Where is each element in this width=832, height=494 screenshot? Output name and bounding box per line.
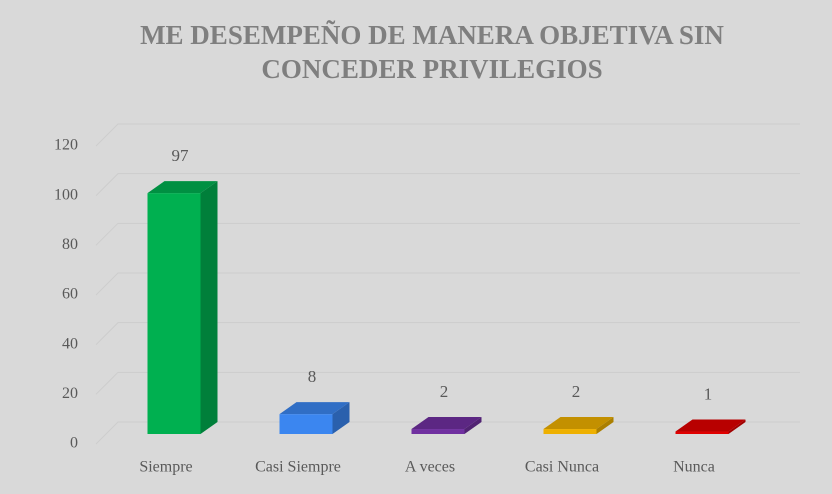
data-label: 1 [704,384,713,403]
data-label: 8 [308,367,317,386]
y-tick-label: 100 [54,186,78,203]
y-tick-label: 120 [54,137,78,154]
chart-title: ME DESEMPEÑO DE MANERA OBJETIVA SIN CONC… [140,20,724,84]
data-label: 2 [572,382,581,401]
bar [411,429,465,434]
x-tick-label: Casi Nunca [525,459,599,476]
data-label: 2 [440,382,449,401]
x-tick-label: Casi Siempre [255,459,341,476]
bar-top [675,419,746,432]
data-label: 97 [172,146,190,165]
grid-line [95,371,800,395]
y-tick-label: 40 [62,335,78,352]
bar-top [543,417,614,430]
bar-side [728,419,746,434]
bar [543,429,597,434]
x-tick-label: Siempre [139,459,192,476]
bar-top [147,181,218,194]
x-tick-label: Nunca [673,459,715,476]
bar [279,414,333,434]
y-tick-label: 20 [62,385,78,402]
grid-line [95,173,800,197]
bar [675,431,729,434]
bar [147,193,201,434]
grid-line [95,322,800,346]
bar-side [200,181,218,434]
y-tick-label: 60 [62,286,78,303]
bar-top [411,417,482,430]
bar-side [464,417,482,434]
grid-line [95,272,800,296]
grid-line [95,123,800,147]
y-tick-label: 0 [70,435,78,452]
bar-side [332,402,350,434]
bar-side [596,417,614,434]
y-tick-label: 80 [62,236,78,253]
bar-top [279,402,350,415]
x-tick-label: A veces [405,459,455,476]
grid-line [95,222,800,246]
